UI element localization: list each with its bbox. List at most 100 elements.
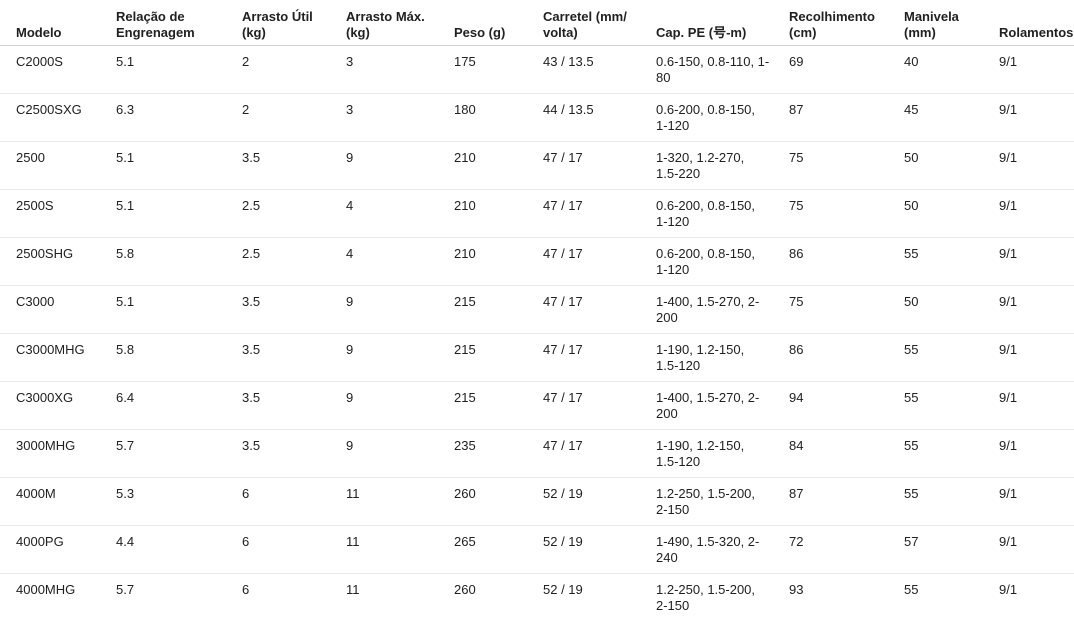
cell-rolamentos: 9/1: [999, 429, 1074, 478]
cell-cap-pe: 0.6-150, 0.8-110, 1-80: [656, 45, 789, 94]
cell-arrasto-util: 2: [242, 93, 346, 142]
cell-relacao-engrenagem: 6.3: [116, 93, 242, 142]
column-header-modelo: Modelo: [0, 0, 116, 46]
cell-peso: 210: [454, 141, 543, 190]
table-row: 2500S 5.1 2.5 4 210 47 / 17 0.6-200, 0.8-150, …: [0, 189, 1074, 238]
cell-peso: 175: [454, 45, 543, 94]
cell-carretel: 52 / 19: [543, 573, 656, 620]
cell-relacao-engrenagem: 5.1: [116, 141, 242, 190]
cell-cap-pe: 0.6-200, 0.8-150, 1-120: [656, 189, 789, 238]
table-row: C2500SXG 6.3 2 3 180 44 / 13.5 0.6-200, 0.8-15…: [0, 93, 1074, 142]
cell-rolamentos: 9/1: [999, 93, 1074, 142]
cell-relacao-engrenagem: 5.8: [116, 237, 242, 286]
cell-arrasto-max: 9: [346, 381, 454, 430]
table-row: 2500 5.1 3.5 9 210 47 / 17 1-320, 1.2-270, 1.5…: [0, 141, 1074, 190]
cell-arrasto-util: 3.5: [242, 429, 346, 478]
table-row: 3000MHG 5.7 3.5 9 235 47 / 17 1-190, 1.2-150, …: [0, 429, 1074, 478]
cell-arrasto-max: 9: [346, 429, 454, 478]
cell-peso: 210: [454, 189, 543, 238]
cell-recolhimento: 86: [789, 333, 904, 382]
cell-manivela: 57: [904, 525, 999, 574]
cell-manivela: 50: [904, 189, 999, 238]
table-header: Modelo Relação de Engrenagem Arrasto Úti…: [0, 0, 1074, 46]
cell-modelo: C2500SXG: [0, 93, 116, 142]
column-header-rolamentos: Rolamentos: [999, 0, 1074, 46]
cell-relacao-engrenagem: 5.7: [116, 429, 242, 478]
cell-rolamentos: 9/1: [999, 285, 1074, 334]
cell-modelo: C2000S: [0, 45, 116, 94]
header-row: Modelo Relação de Engrenagem Arrasto Úti…: [0, 0, 1074, 46]
cell-arrasto-util: 2: [242, 45, 346, 94]
cell-rolamentos: 9/1: [999, 237, 1074, 286]
column-header-cap-pe: Cap. PE (号-m): [656, 0, 789, 46]
cell-relacao-engrenagem: 5.8: [116, 333, 242, 382]
table-row: 4000PG 4.4 6 11 265 52 / 19 1-490, 1.5-320, 2-…: [0, 525, 1074, 574]
cell-relacao-engrenagem: 5.1: [116, 189, 242, 238]
cell-modelo: 2500S: [0, 189, 116, 238]
cell-carretel: 52 / 19: [543, 525, 656, 574]
column-header-relacao-engrenagem: Relação de Engrenagem: [116, 0, 242, 46]
table-row: 2500SHG 5.8 2.5 4 210 47 / 17 0.6-200, 0.8-150…: [0, 237, 1074, 286]
cell-cap-pe: 1.2-250, 1.5-200, 2-150: [656, 573, 789, 620]
cell-arrasto-max: 9: [346, 285, 454, 334]
column-header-carretel: Carretel (mm/ volta): [543, 0, 656, 46]
cell-recolhimento: 86: [789, 237, 904, 286]
cell-manivela: 50: [904, 285, 999, 334]
cell-modelo: 4000PG: [0, 525, 116, 574]
cell-manivela: 55: [904, 381, 999, 430]
cell-carretel: 47 / 17: [543, 429, 656, 478]
column-header-arrasto-max: Arrasto Máx. (kg): [346, 0, 454, 46]
cell-peso: 235: [454, 429, 543, 478]
cell-carretel: 47 / 17: [543, 381, 656, 430]
cell-rolamentos: 9/1: [999, 189, 1074, 238]
cell-peso: 210: [454, 237, 543, 286]
cell-recolhimento: 87: [789, 93, 904, 142]
cell-carretel: 47 / 17: [543, 237, 656, 286]
column-header-manivela: Manivela (mm): [904, 0, 999, 46]
cell-carretel: 47 / 17: [543, 285, 656, 334]
cell-recolhimento: 72: [789, 525, 904, 574]
cell-modelo: 4000MHG: [0, 573, 116, 620]
cell-manivela: 55: [904, 429, 999, 478]
cell-relacao-engrenagem: 6.4: [116, 381, 242, 430]
cell-manivela: 45: [904, 93, 999, 142]
cell-peso: 215: [454, 285, 543, 334]
cell-arrasto-util: 3.5: [242, 381, 346, 430]
cell-arrasto-util: 2.5: [242, 237, 346, 286]
cell-peso: 260: [454, 573, 543, 620]
cell-arrasto-util: 3.5: [242, 285, 346, 334]
cell-cap-pe: 0.6-200, 0.8-150, 1-120: [656, 237, 789, 286]
cell-arrasto-util: 2.5: [242, 189, 346, 238]
cell-recolhimento: 87: [789, 477, 904, 526]
cell-arrasto-max: 3: [346, 45, 454, 94]
table-row: C3000MHG 5.8 3.5 9 215 47 / 17 1-190, 1.2-150,…: [0, 333, 1074, 382]
cell-relacao-engrenagem: 5.7: [116, 573, 242, 620]
cell-recolhimento: 75: [789, 141, 904, 190]
cell-arrasto-util: 6: [242, 525, 346, 574]
cell-rolamentos: 9/1: [999, 525, 1074, 574]
cell-recolhimento: 75: [789, 285, 904, 334]
table-row: 4000MHG 5.7 6 11 260 52 / 19 1.2-250, 1.5-200,…: [0, 573, 1074, 620]
cell-cap-pe: 1-490, 1.5-320, 2-240: [656, 525, 789, 574]
cell-recolhimento: 94: [789, 381, 904, 430]
cell-arrasto-max: 9: [346, 333, 454, 382]
cell-relacao-engrenagem: 5.1: [116, 285, 242, 334]
cell-arrasto-max: 9: [346, 141, 454, 190]
cell-rolamentos: 9/1: [999, 573, 1074, 620]
cell-arrasto-util: 3.5: [242, 141, 346, 190]
cell-arrasto-util: 6: [242, 477, 346, 526]
cell-carretel: 47 / 17: [543, 189, 656, 238]
cell-cap-pe: 1.2-250, 1.5-200, 2-150: [656, 477, 789, 526]
cell-rolamentos: 9/1: [999, 477, 1074, 526]
cell-modelo: 4000M: [0, 477, 116, 526]
cell-rolamentos: 9/1: [999, 45, 1074, 94]
cell-recolhimento: 69: [789, 45, 904, 94]
column-header-arrasto-util: Arrasto Útil (kg): [242, 0, 346, 46]
cell-carretel: 47 / 17: [543, 333, 656, 382]
cell-arrasto-util: 6: [242, 573, 346, 620]
table-row: C2000S 5.1 2 3 175 43 / 13.5 0.6-150, 0.8-110,…: [0, 45, 1074, 94]
cell-modelo: 3000MHG: [0, 429, 116, 478]
table-body: C2000S 5.1 2 3 175 43 / 13.5 0.6-150, 0.8-110,…: [0, 45, 1074, 620]
